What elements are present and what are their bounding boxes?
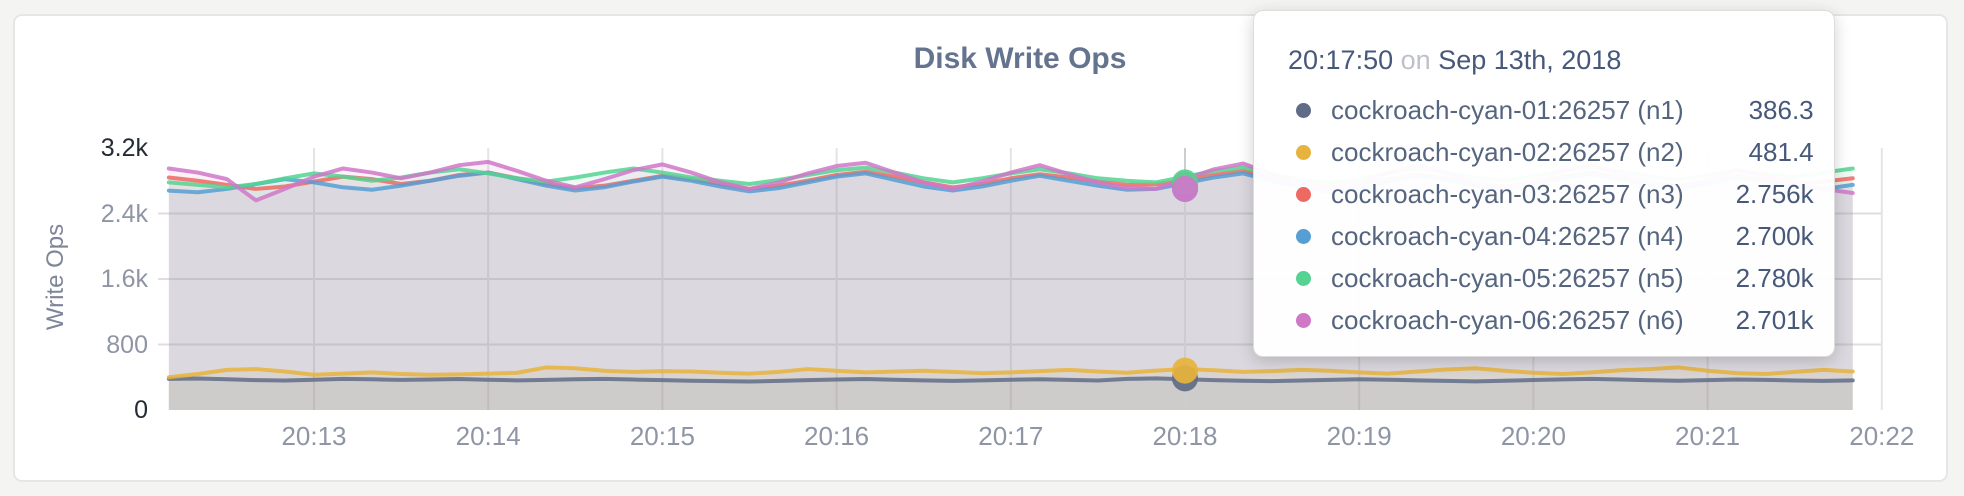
tooltip-conjunction: on — [1400, 45, 1431, 75]
x-tick-label: 20:15 — [629, 421, 695, 451]
x-tick-label: 20:20 — [1500, 421, 1566, 451]
series-color-dot — [1296, 270, 1311, 286]
series-value: 2.700k — [1735, 220, 1814, 251]
x-tick-label: 20:13 — [281, 421, 347, 451]
tooltip-row: cockroach-cyan-06:26257 (n6) 2.701k — [1288, 299, 1814, 341]
x-tick-label: 20:17 — [978, 421, 1044, 451]
tooltip-row: cockroach-cyan-02:26257 (n2) 481.4 — [1288, 131, 1814, 173]
series-color-dot — [1296, 144, 1311, 160]
series-label: cockroach-cyan-02:26257 (n2) — [1331, 136, 1684, 167]
series-color-dot — [1296, 102, 1311, 118]
y-tick-label: 1.6k — [100, 265, 148, 293]
series-label: cockroach-cyan-01:26257 (n1) — [1331, 94, 1684, 125]
series-line — [166, 376, 1855, 384]
y-tick-label: 3.2k — [100, 134, 148, 162]
series-value: 386.3 — [1748, 94, 1814, 125]
series-value: 2.701k — [1735, 304, 1814, 335]
tooltip-row: cockroach-cyan-03:26257 (n3) 2.756k — [1288, 173, 1814, 215]
series-label: cockroach-cyan-05:26257 (n5) — [1331, 262, 1684, 293]
tooltip-header: 20:17:50 on Sep 13th, 2018 — [1288, 43, 1772, 77]
tooltip-series-list: cockroach-cyan-01:26257 (n1) 386.3 cockroa… — [1288, 89, 1814, 341]
series-label: cockroach-cyan-03:26257 (n3) — [1331, 178, 1684, 209]
y-tick-label: 2.4k — [100, 199, 148, 228]
x-tick-label: 20:14 — [455, 421, 521, 451]
tooltip-row: cockroach-cyan-05:26257 (n5) 2.780k — [1288, 257, 1814, 299]
series-label: cockroach-cyan-04:26257 (n4) — [1331, 220, 1684, 251]
chart-tooltip: 20:17:50 on Sep 13th, 2018 cockroach-cya… — [1253, 10, 1835, 357]
series-line — [166, 365, 1855, 380]
tooltip-row: cockroach-cyan-04:26257 (n4) 2.700k — [1288, 215, 1814, 257]
series-value: 2.756k — [1735, 178, 1814, 209]
x-tick-label: 20:22 — [1849, 421, 1915, 451]
series-area — [168, 378, 1853, 410]
tooltip-date: Sep 13th, 2018 — [1438, 45, 1622, 75]
series-color-dot — [1296, 228, 1311, 244]
tooltip-time: 20:17:50 — [1288, 45, 1394, 75]
series-color-dot — [1296, 312, 1311, 328]
series-value: 2.780k — [1735, 262, 1814, 293]
series-color-dot — [1296, 186, 1311, 202]
y-tick-label: 0 — [134, 396, 148, 424]
x-tick-label: 20:21 — [1675, 421, 1741, 451]
series-label: cockroach-cyan-06:26257 (n6) — [1331, 304, 1684, 335]
tooltip-row: cockroach-cyan-01:26257 (n1) 386.3 — [1288, 89, 1814, 131]
x-tick-label: 20:16 — [804, 421, 870, 451]
hover-point — [1172, 357, 1198, 384]
x-tick-label: 20:18 — [1152, 421, 1218, 451]
series-value: 481.4 — [1748, 136, 1814, 167]
hover-point — [1172, 175, 1198, 202]
x-tick-label: 20:19 — [1326, 421, 1392, 451]
chart-title: Disk Write Ops — [913, 42, 1127, 75]
y-tick-label: 800 — [106, 330, 148, 359]
